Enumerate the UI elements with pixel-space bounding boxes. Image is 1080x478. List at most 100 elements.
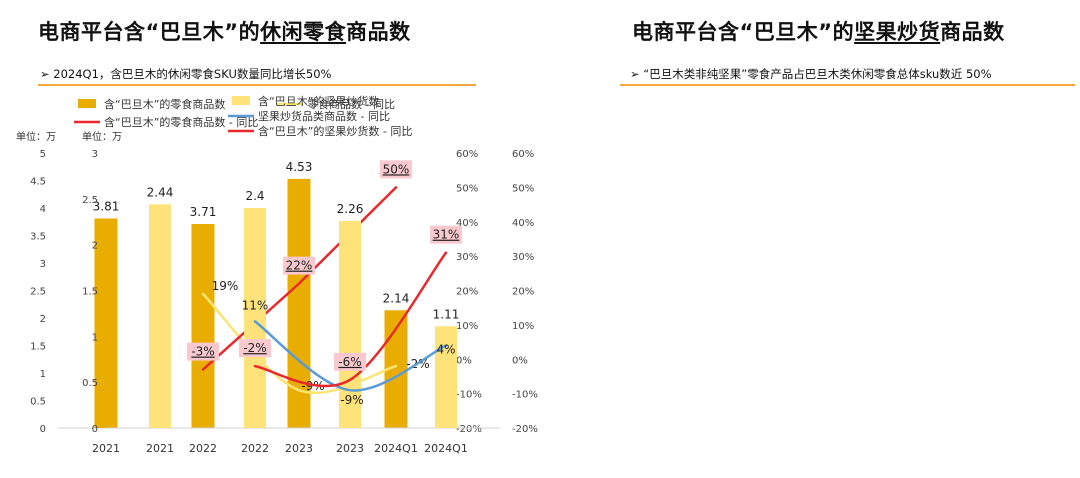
- y2-tick-label: 0%: [456, 355, 472, 366]
- chart-right: 单位：万 0 0.5 1 1.5 2 2.5 3 -20% -10% 0% 10% 20% 30% 40% 5…: [82, 94, 538, 455]
- title-part: 商品数: [940, 20, 1005, 44]
- y2-tick-label: -10%: [512, 390, 538, 401]
- y-tick-label: 0: [40, 424, 46, 435]
- bar: [149, 204, 171, 428]
- divider: [620, 84, 1075, 86]
- y-tick-label: 1.5: [82, 287, 98, 298]
- bar: [191, 223, 215, 428]
- x-tick-label: 2022: [241, 442, 269, 455]
- y2-tick-label: 50%: [512, 183, 534, 194]
- x-tick-label: 2024Q1: [374, 442, 418, 455]
- unit-label: 单位：万: [16, 130, 56, 143]
- series-line: [201, 292, 398, 395]
- bar: [94, 218, 118, 428]
- x-tick-label: 2021: [146, 442, 174, 455]
- y-tick-label: 3: [92, 149, 98, 160]
- y2-tick-label: -20%: [456, 424, 482, 435]
- y2-tick-label: 20%: [512, 287, 534, 298]
- y2-tick-label: -10%: [456, 390, 482, 401]
- bar-value-label: 2.44: [147, 185, 174, 199]
- x-tick-label: 2022: [189, 442, 217, 455]
- y2-tick-label: 30%: [456, 252, 478, 263]
- line-value-label: 4%: [436, 343, 455, 357]
- bar-value-label: 3.81: [93, 199, 120, 213]
- legend-label: 含“巴旦木”的零食商品数: [104, 97, 225, 111]
- y-tick-label: 2.5: [82, 195, 98, 206]
- legend-label: 含“巴旦木”的坚果炒货数: [258, 94, 379, 108]
- left-panel: 电商平台含“巴旦木”的休闲零食商品数 ➢ 2024Q1，含巴旦木的休闲零食SKU…: [16, 16, 482, 455]
- line-value-label: -2%: [243, 341, 266, 355]
- x-tick-label: 2023: [285, 442, 313, 455]
- panel-subtitle: ➢ “巴旦木类非纯坚果”零食产品占巴旦木类休闲零食总体sku数近 50%: [630, 67, 992, 81]
- legend-label: 零食商品数 - 同比: [307, 97, 395, 111]
- line-value-label: 19%: [212, 279, 239, 293]
- title-underlined-part: 坚果炒货: [854, 20, 941, 44]
- bar-value-label: 2.14: [383, 291, 410, 305]
- x-tick-label: 2023: [336, 442, 364, 455]
- title-part: 电商平台含“巴旦木”的: [38, 20, 261, 44]
- y-tick-label: 0: [92, 424, 98, 435]
- line-value-label: -6%: [338, 355, 361, 369]
- y2-tick-label: 40%: [512, 218, 534, 229]
- right-panel: 电商平台含“巴旦木”的坚果炒货商品数 ➢ “巴旦木类非纯坚果”零食产品占巴旦木类…: [82, 0, 1080, 478]
- bar-value-label: 1.11: [433, 307, 460, 321]
- legend-label: 坚果炒货品类商品数 - 同比: [258, 109, 390, 123]
- y2-tick-label: 60%: [456, 149, 478, 160]
- y-tick-label: 0.5: [82, 378, 98, 389]
- legend-swatch: [78, 99, 96, 108]
- y-tick-label: 2: [92, 241, 98, 252]
- x-tick-label: 2021: [92, 442, 120, 455]
- y-tick-label: 2.5: [30, 287, 46, 298]
- label-highlight: [380, 160, 412, 179]
- divider: [38, 84, 476, 86]
- y2-tick-label: -20%: [512, 424, 538, 435]
- y2-tick-label: 40%: [456, 218, 478, 229]
- y-tick-label: 1: [40, 369, 46, 380]
- bar-value-label: 2.4: [245, 189, 264, 203]
- line-value-label: -9%: [340, 393, 363, 407]
- line-value-label: 31%: [433, 228, 460, 242]
- unit-label: 单位：万: [82, 130, 122, 143]
- bar-value-label: 3.71: [190, 205, 217, 219]
- y-tick-label: 2: [40, 314, 46, 325]
- label-highlight: [334, 352, 366, 371]
- line-value-label: 50%: [383, 162, 410, 176]
- title-part: 电商平台含“巴旦木”的: [632, 20, 855, 44]
- chart-left: 单位：万00.511.522.533.544.55-20%-10%0%10%20…: [16, 97, 482, 455]
- panel-subtitle: ➢ 2024Q1，含巴旦木的休闲零食SKU数量同比增长50%: [40, 67, 332, 81]
- bar: [244, 208, 266, 428]
- label-highlight: [283, 256, 315, 275]
- label-highlight: [430, 225, 462, 244]
- bar: [435, 326, 457, 428]
- bar-value-label: 4.53: [286, 160, 313, 174]
- line-value-label: 22%: [286, 259, 313, 273]
- y2-tick-label: 0%: [512, 355, 528, 366]
- line-value-label: -3%: [191, 345, 214, 359]
- y2-tick-label: 50%: [456, 183, 478, 194]
- legend-swatch: [232, 96, 250, 105]
- y-tick-label: 5: [40, 149, 46, 160]
- y2-tick-label: 30%: [512, 252, 534, 263]
- title-underlined-part: 休闲零食: [260, 20, 347, 44]
- y2-tick-label: 10%: [512, 321, 534, 332]
- panel-title: 电商平台含“巴旦木”的坚果炒货商品数: [632, 16, 1005, 46]
- line-value-label: 11%: [242, 298, 269, 312]
- y2-tick-label: 20%: [456, 287, 478, 298]
- y-tick-label: 3.5: [30, 232, 46, 243]
- legend-label: 含“巴旦木”的坚果炒货数 - 同比: [258, 124, 412, 138]
- y-tick-label: 1.5: [30, 342, 46, 353]
- label-highlight: [239, 339, 271, 358]
- legend-label: 含“巴旦木”的零食商品数 - 同比: [104, 115, 258, 129]
- series-line: [253, 320, 448, 392]
- x-tick-label: 2024Q1: [424, 442, 468, 455]
- y-tick-label: 1: [92, 332, 98, 343]
- y2-tick-label: 60%: [512, 149, 534, 160]
- series-line: [253, 251, 448, 388]
- bar-value-label: 2.26: [337, 202, 364, 216]
- panel-title: 电商平台含“巴旦木”的休闲零食商品数: [38, 16, 411, 46]
- y-tick-label: 4.5: [30, 177, 46, 188]
- series-line: [201, 186, 398, 371]
- bar: [384, 310, 408, 428]
- label-highlight: [187, 342, 219, 361]
- y-tick-label: 3: [40, 259, 46, 270]
